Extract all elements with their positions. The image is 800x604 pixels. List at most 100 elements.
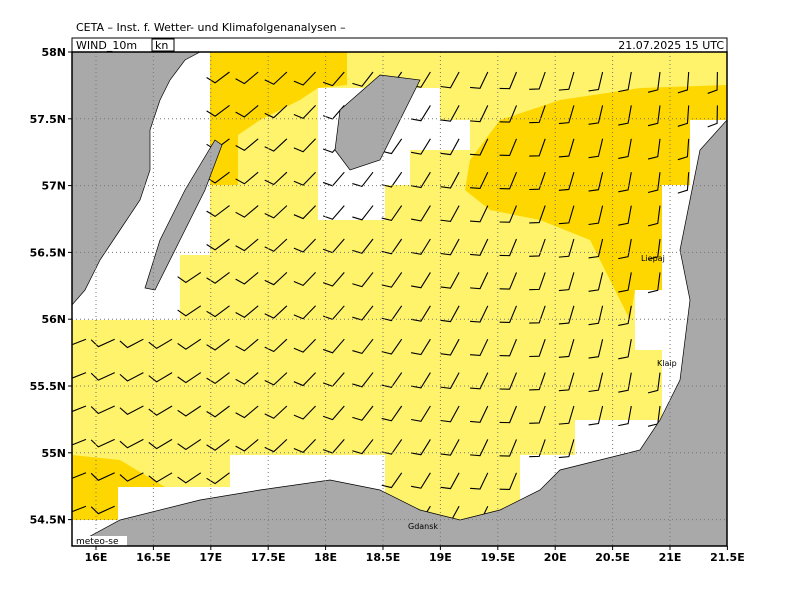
wind-barb [235, 271, 259, 285]
wind-barb [470, 205, 489, 223]
wind-barb [352, 439, 374, 455]
wind-barb [411, 405, 431, 422]
wind-area-strong [465, 85, 727, 320]
wind-barb [322, 205, 345, 220]
wind-barb [148, 438, 173, 450]
wind-barb [470, 71, 489, 89]
wind-barb [558, 238, 575, 258]
wind-barb [411, 171, 431, 189]
wind-barb [293, 272, 316, 287]
wind-barb [322, 405, 345, 421]
lat-label: 56.5N [30, 246, 66, 259]
wind-barb [470, 439, 489, 457]
wind-barb [381, 205, 403, 222]
wind-barb [618, 138, 632, 159]
wind-barb [293, 439, 316, 454]
wind-barb [470, 372, 489, 390]
wind-barb [381, 338, 403, 355]
wind-barbs [72, 71, 718, 524]
wind-barb [293, 205, 316, 220]
wind-barb [322, 272, 345, 287]
wind-barb [264, 71, 288, 85]
wind-barb [235, 372, 259, 385]
wind-barb [352, 272, 374, 288]
wind-barb [588, 172, 604, 192]
wind-barb [235, 171, 259, 185]
wind-barb [588, 238, 604, 259]
wind-barb [206, 205, 230, 218]
wind-barb [529, 71, 546, 90]
wind-barb [647, 372, 661, 394]
wind-barb [440, 338, 460, 356]
wind-barb [440, 71, 460, 89]
wind-barb [647, 172, 661, 194]
wind-barb [440, 405, 460, 423]
wind-barb [235, 405, 259, 419]
wind-barb [148, 338, 173, 350]
wind-barb [177, 271, 202, 284]
wind-barb [206, 238, 230, 251]
wind-barb [293, 372, 316, 387]
wind-barb [558, 272, 575, 292]
wind-barb [235, 438, 259, 452]
wind-barb [411, 439, 431, 456]
wind-barb [235, 205, 259, 218]
land-south-east [72, 119, 727, 546]
wind-barb [588, 272, 604, 292]
wind-barb [119, 438, 144, 449]
credit: meteo-se [76, 537, 119, 547]
wind-barb [235, 104, 259, 118]
wind-barb [499, 171, 518, 190]
map-frame [71, 51, 728, 547]
wind-barb [90, 372, 115, 381]
wind-barb [529, 238, 546, 257]
lon-label: 20E [544, 551, 567, 564]
wind-barb [322, 338, 345, 354]
wind-barb [529, 439, 546, 458]
wind-barb [588, 138, 604, 159]
wind-barb [499, 372, 518, 390]
lon-label: 18.5E [366, 551, 401, 564]
wind-barb [411, 205, 431, 222]
wind-barb [381, 472, 403, 489]
wind-barb [647, 105, 661, 127]
wind-barb [293, 405, 316, 420]
wind-barb [293, 338, 316, 353]
wind-barb [148, 472, 173, 483]
wind-barb [148, 372, 173, 383]
lat-label: 58N [41, 46, 66, 59]
lon-label: 19E [429, 551, 452, 564]
wind-barb [558, 105, 575, 125]
wind-barb [618, 71, 632, 93]
lat-label: 55N [41, 447, 66, 460]
wind-barb [352, 305, 374, 321]
wind-barb [558, 138, 575, 158]
wind-barb [499, 138, 518, 156]
wind-barb [440, 205, 460, 222]
wind-barb [119, 472, 144, 482]
wind-barb [529, 272, 546, 291]
wind-barb [381, 405, 403, 422]
wind-barb [206, 438, 230, 451]
wind-barb [618, 238, 632, 260]
wind-barb [119, 338, 144, 349]
wind-barb [264, 305, 288, 319]
wind-barb [235, 338, 259, 352]
wind-barb [411, 305, 431, 322]
wind-barb [440, 272, 460, 289]
wind-barb [90, 338, 115, 348]
wind-barb [499, 238, 518, 257]
wind-barb [618, 339, 632, 360]
lon-label: 16E [85, 551, 108, 564]
wind-barb [72, 405, 87, 413]
lon-label: 19.5E [480, 551, 515, 564]
wind-barb [618, 305, 632, 326]
wind-barb [470, 238, 489, 256]
wind-barb [235, 305, 259, 319]
wind-barb [529, 172, 546, 191]
wind-barb [72, 438, 87, 446]
lon-label: 18E [314, 551, 337, 564]
wind-barb [206, 338, 230, 351]
wind-barb [677, 138, 690, 161]
